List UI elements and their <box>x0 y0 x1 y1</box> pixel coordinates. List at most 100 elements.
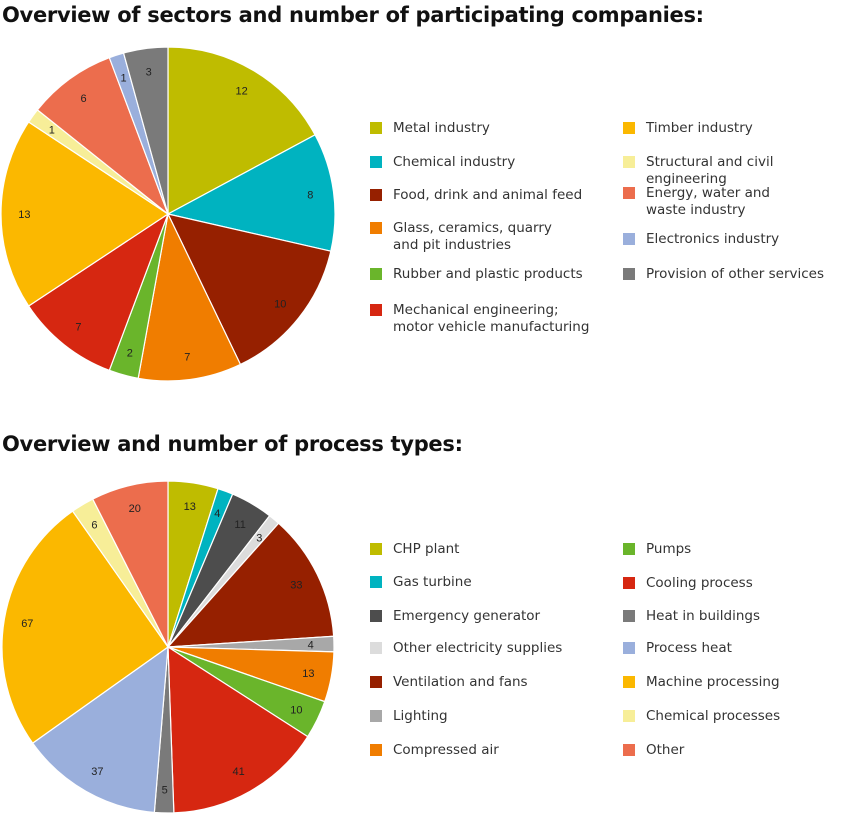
pie-slice-other <box>91 480 169 648</box>
pie-slice-machine-processing <box>1 510 169 744</box>
legend-label: Chemical processes <box>646 708 781 724</box>
legend-swatch <box>623 156 635 168</box>
legend-item-chemical-industry: Chemical industry <box>370 154 515 171</box>
legend-label: Ventilation and fans <box>393 674 528 690</box>
legend-item-structural-and-civil-engineering: Structural and civil engineering <box>623 154 850 188</box>
legend-item-rubber-and-plastic-products: Rubber and plastic products <box>370 266 583 283</box>
legend-item-mechanical-engineering-motor-vehicle-manufacturing: Mechanical engineering; motor vehicle ma… <box>370 302 589 336</box>
slice-value-label: 5 <box>162 785 168 797</box>
legend-swatch <box>623 710 635 722</box>
legend-swatch <box>623 543 635 555</box>
legend-item-other: Other <box>623 742 684 759</box>
slice-value-label: 6 <box>91 520 97 532</box>
legend-swatch <box>623 187 635 199</box>
legend-swatch <box>370 122 382 134</box>
legend-swatch <box>623 268 635 280</box>
slice-value-label: 7 <box>75 321 81 333</box>
slice-value-label: 13 <box>184 501 196 513</box>
legend-swatch <box>370 676 382 688</box>
slice-value-label: 7 <box>184 351 190 363</box>
legend-swatch <box>370 710 382 722</box>
legend-label: Machine processing <box>646 674 780 690</box>
legend-label: Mechanical engineering; motor vehicle ma… <box>393 302 590 335</box>
slice-value-label: 11 <box>234 519 245 531</box>
legend-swatch <box>623 744 635 756</box>
legend-item-metal-industry: Metal industry <box>370 120 490 137</box>
legend-swatch <box>370 156 382 168</box>
legend-swatch <box>370 304 382 316</box>
pie-slice-cooling-process <box>167 645 309 814</box>
legend-label: Other electricity supplies <box>393 640 563 656</box>
legend-swatch <box>370 543 382 555</box>
slice-value-label: 33 <box>290 580 302 592</box>
legend-swatch <box>623 610 635 622</box>
slice-value-label: 3 <box>256 532 262 544</box>
legend-item-lighting: Lighting <box>370 708 448 725</box>
legend-swatch <box>370 189 382 201</box>
legend-item-other-electricity-supplies: Other electricity supplies <box>370 640 562 657</box>
pie-slice-ventilation-and-fans <box>166 522 335 648</box>
pie-slice-process-heat <box>31 645 169 814</box>
pie-slice-mechanical-engineering-motor-vehicle-manufacturing <box>27 212 170 372</box>
legend-label: Structural and civil engineering <box>646 154 774 187</box>
legend-label: Cooling process <box>646 575 753 591</box>
pie-slice-timber-industry <box>0 121 170 307</box>
legend-label: CHP plant <box>393 541 460 557</box>
legend-item-energy-water-and-waste-industry: Energy, water and waste industry <box>623 185 770 219</box>
legend-swatch <box>370 642 382 654</box>
slice-value-label: 4 <box>308 639 314 651</box>
legend-label: Emergency generator <box>393 608 541 624</box>
slice-value-label: 20 <box>129 503 141 515</box>
slice-value-label: 13 <box>18 209 30 221</box>
slice-value-label: 4 <box>214 508 220 520</box>
legend-swatch <box>370 576 382 588</box>
legend-label: Food, drink and animal feed <box>393 187 583 203</box>
legend-item-provision-of-other-services: Provision of other services <box>623 266 824 283</box>
pie-slice-chemical-industry <box>166 134 336 252</box>
legend-item-gas-turbine: Gas turbine <box>370 574 472 591</box>
legend-label: Heat in buildings <box>646 608 761 624</box>
legend-label: Rubber and plastic products <box>393 266 583 282</box>
legend-swatch <box>623 233 635 245</box>
slice-value-label: 10 <box>290 704 302 716</box>
legend-item-glass-ceramics-quarry-and-pit-industries: Glass, ceramics, quarry and pit industri… <box>370 220 552 254</box>
legend-item-timber-industry: Timber industry <box>623 120 753 137</box>
chart-title-sectors: Overview of sectors and number of partic… <box>2 3 704 27</box>
legend-item-machine-processing: Machine processing <box>623 674 780 691</box>
slice-value-label: 12 <box>236 86 248 98</box>
legend-label: Gas turbine <box>393 574 472 590</box>
legend-label: Energy, water and waste industry <box>646 185 770 218</box>
legend-item-food-drink-and-animal-feed: Food, drink and animal feed <box>370 187 582 204</box>
legend-label: Pumps <box>646 541 692 557</box>
pie-slice-food-drink-and-animal-feed <box>166 213 332 366</box>
legend-label: Other <box>646 742 685 758</box>
legend-label: Timber industry <box>646 120 753 136</box>
legend-item-chp-plant: CHP plant <box>370 541 459 558</box>
legend-label: Compressed air <box>393 742 499 758</box>
slice-value-label: 67 <box>21 618 33 630</box>
legend-swatch <box>623 676 635 688</box>
legend-item-pumps: Pumps <box>623 541 691 558</box>
legend-label: Metal industry <box>393 120 490 136</box>
legend-item-heat-in-buildings: Heat in buildings <box>623 608 760 625</box>
legend-item-electronics-industry: Electronics industry <box>623 231 779 248</box>
pie-slice-glass-ceramics-quarry-and-pit-industries <box>137 212 242 382</box>
legend-item-cooling-process: Cooling process <box>623 575 753 592</box>
legend-label: Lighting <box>393 708 448 724</box>
legend-label: Electronics industry <box>646 231 780 247</box>
pie-slice-provision-of-other-services <box>122 46 169 215</box>
legend-item-ventilation-and-fans: Ventilation and fans <box>370 674 528 691</box>
legend-swatch <box>623 642 635 654</box>
legend-item-process-heat: Process heat <box>623 640 732 657</box>
legend-swatch <box>623 122 635 134</box>
slice-value-label: 2 <box>127 347 133 359</box>
legend-swatch <box>623 577 635 589</box>
legend-label: Provision of other services <box>646 266 824 282</box>
slice-value-label: 6 <box>81 93 87 105</box>
legend-swatch <box>370 610 382 622</box>
slice-value-label: 1 <box>49 125 55 137</box>
legend-item-chemical-processes: Chemical processes <box>623 708 780 725</box>
legend-label: Chemical industry <box>393 154 516 170</box>
